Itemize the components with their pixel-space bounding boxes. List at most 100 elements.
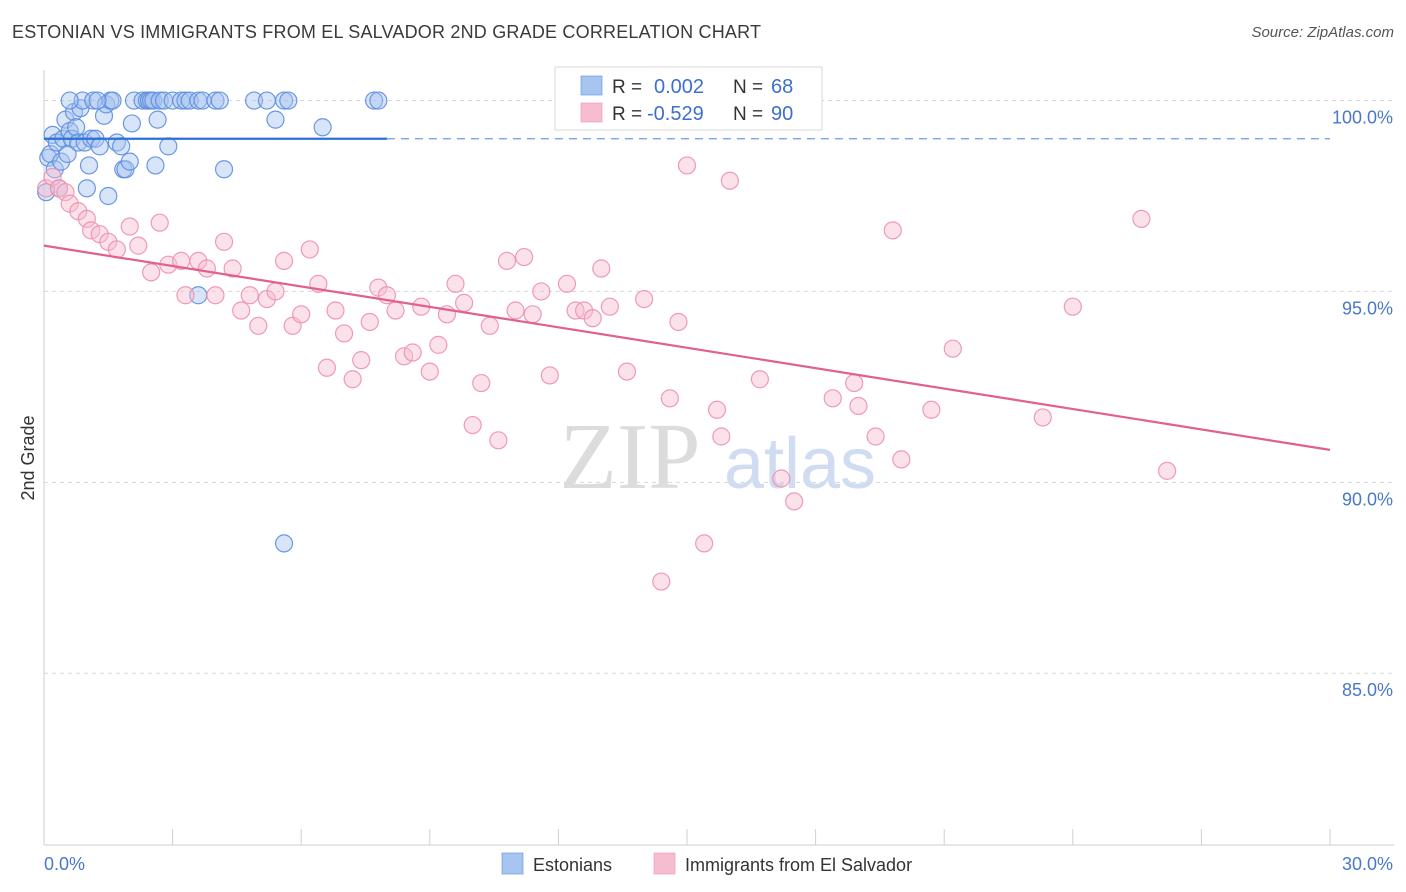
series-el-salvador-points bbox=[37, 156, 1177, 591]
estonians-point bbox=[266, 110, 285, 129]
el-salvador-point bbox=[707, 400, 727, 419]
estonians-point bbox=[206, 91, 225, 110]
el-salvador-point bbox=[343, 370, 362, 389]
estonians-point bbox=[73, 91, 92, 110]
el-salvador-point bbox=[943, 339, 962, 358]
el-salvador-point bbox=[317, 358, 337, 377]
legend-r-value-1: 0.002 bbox=[654, 76, 704, 98]
estonians-point bbox=[94, 106, 114, 125]
el-salvador-point bbox=[600, 297, 619, 316]
el-salvador-point bbox=[334, 324, 354, 343]
el-salvador-point bbox=[429, 335, 448, 354]
estonians-point bbox=[313, 118, 332, 137]
el-salvador-point bbox=[523, 305, 542, 324]
el-salvador-point bbox=[1033, 408, 1052, 427]
el-salvador-point bbox=[394, 347, 414, 366]
estonians-point bbox=[364, 91, 384, 110]
el-salvador-point bbox=[583, 309, 602, 328]
el-salvador-point bbox=[82, 221, 101, 240]
estonians-point bbox=[369, 91, 388, 110]
estonians-point bbox=[146, 156, 165, 175]
el-salvador-point bbox=[214, 232, 234, 251]
estonians-point bbox=[274, 91, 294, 110]
watermark-zip: ZIP bbox=[560, 405, 701, 509]
el-salvador-point bbox=[720, 171, 739, 190]
el-salvador-point bbox=[326, 301, 345, 320]
x-tick-labels: 0.0% 30.0% bbox=[44, 854, 1393, 874]
estonians-point bbox=[214, 160, 234, 179]
estonians-point bbox=[77, 179, 96, 198]
el-salvador-point bbox=[592, 259, 611, 278]
estonians-point bbox=[112, 137, 131, 156]
estonians-point bbox=[90, 137, 109, 156]
el-salvador-point bbox=[300, 240, 319, 259]
el-salvador-point bbox=[849, 396, 868, 416]
series-legend-swatch-el-salvador bbox=[653, 852, 676, 875]
el-salvador-point bbox=[652, 572, 671, 591]
el-salvador-point bbox=[772, 469, 791, 488]
chart-title: ESTONIAN VS IMMIGRANTS FROM EL SALVADOR … bbox=[12, 22, 762, 42]
estonians-point bbox=[274, 534, 294, 553]
el-salvador-point bbox=[515, 247, 534, 267]
el-salvador-point bbox=[635, 289, 654, 309]
y-tick-label: 95.0% bbox=[1342, 298, 1393, 318]
legend-r-value-2: -0.529 bbox=[647, 103, 704, 125]
el-salvador-point bbox=[1063, 297, 1082, 316]
estonians-point bbox=[103, 91, 122, 110]
el-salvador-point bbox=[352, 351, 371, 370]
estonians-point bbox=[60, 91, 79, 110]
legend-r-label-1: R = bbox=[612, 77, 642, 98]
x-tick-label: 30.0% bbox=[1342, 854, 1393, 874]
y-tick-label: 90.0% bbox=[1342, 489, 1393, 509]
estonians-point bbox=[150, 91, 169, 110]
x-ticks bbox=[43, 829, 1331, 845]
el-salvador-point bbox=[883, 221, 902, 240]
estonians-point bbox=[122, 114, 141, 133]
el-salvador-point bbox=[176, 286, 195, 305]
y-axis-label: 2nd Grade bbox=[18, 415, 38, 500]
el-salvador-point bbox=[660, 389, 679, 408]
x-tick-label: 0.0% bbox=[44, 854, 85, 874]
el-salvador-point bbox=[386, 301, 405, 320]
legend-n-label-2: N = bbox=[733, 104, 763, 125]
el-salvador-point bbox=[37, 179, 56, 198]
el-salvador-point bbox=[120, 217, 139, 236]
el-salvador-point bbox=[206, 286, 225, 305]
el-salvador-point bbox=[142, 263, 161, 282]
legend-n-value-2: 90 bbox=[771, 103, 793, 125]
el-salvador-point bbox=[266, 282, 285, 301]
el-salvador-point bbox=[532, 282, 551, 301]
series-estonians-points bbox=[37, 91, 388, 553]
el-salvador-point bbox=[360, 312, 379, 332]
el-salvador-point bbox=[506, 301, 525, 320]
el-salvador-point bbox=[240, 286, 259, 305]
el-salvador-point bbox=[617, 362, 637, 381]
estonians-point bbox=[144, 91, 163, 110]
legend-n-label-1: N = bbox=[733, 77, 763, 98]
estonians-point bbox=[279, 91, 298, 110]
el-salvador-point bbox=[497, 251, 517, 270]
el-salvador-point bbox=[677, 156, 697, 175]
estonians-point bbox=[244, 91, 264, 110]
el-salvador-point bbox=[292, 305, 311, 324]
el-salvador-point bbox=[446, 274, 465, 293]
series-legend-label-el-salvador: Immigrants from El Salvador bbox=[685, 855, 912, 875]
legend-n-value-1: 68 bbox=[771, 76, 793, 98]
estonians-point bbox=[52, 152, 71, 171]
el-salvador-point bbox=[463, 415, 482, 435]
y-tick-label: 100.0% bbox=[1332, 108, 1393, 128]
el-salvador-point bbox=[403, 343, 422, 362]
chart-source: Source: ZipAtlas.com bbox=[1251, 24, 1394, 41]
el-salvador-point bbox=[1158, 461, 1177, 480]
el-salvador-point bbox=[750, 370, 769, 389]
el-salvador-point bbox=[540, 366, 559, 385]
el-salvador-point bbox=[249, 316, 268, 335]
el-salvador-point bbox=[420, 362, 439, 381]
estonians-point bbox=[159, 137, 178, 156]
estonians-point bbox=[67, 118, 86, 137]
estonians-point bbox=[148, 110, 167, 129]
el-salvador-point bbox=[785, 492, 804, 511]
el-salvador-point bbox=[695, 534, 714, 553]
el-salvador-point bbox=[866, 427, 885, 446]
series-legend: Estonians Immigrants from El Salvador bbox=[501, 852, 912, 875]
